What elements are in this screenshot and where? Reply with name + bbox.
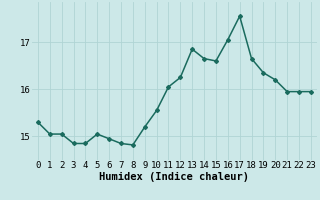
X-axis label: Humidex (Indice chaleur): Humidex (Indice chaleur) — [100, 172, 249, 182]
